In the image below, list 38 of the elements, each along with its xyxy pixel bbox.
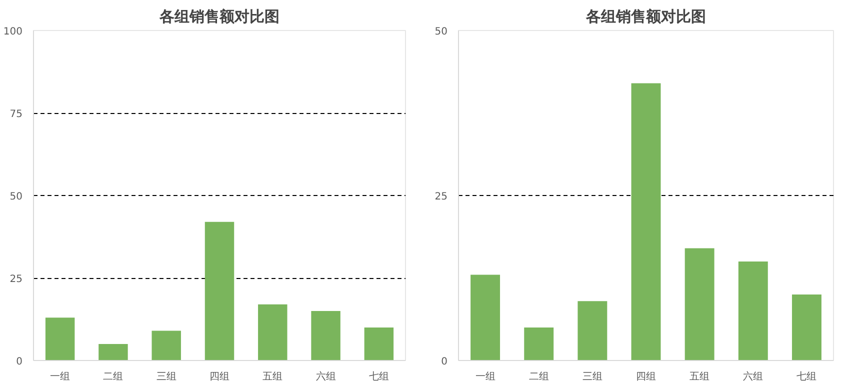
x-tick-label: 二组 bbox=[103, 370, 124, 382]
x-tick-label: 一组 bbox=[475, 370, 496, 382]
bar bbox=[470, 274, 500, 360]
x-tick-label: 五组 bbox=[690, 370, 710, 382]
y-tick-label: 25 bbox=[10, 274, 23, 285]
bar bbox=[152, 330, 181, 360]
bar bbox=[364, 328, 394, 360]
bar bbox=[524, 328, 554, 360]
y-tick-label: 100 bbox=[3, 26, 23, 38]
x-tick-label: 五组 bbox=[262, 370, 283, 382]
bar bbox=[631, 83, 661, 360]
bar bbox=[738, 262, 768, 360]
bar bbox=[578, 301, 608, 360]
x-tick-label: 三组 bbox=[156, 370, 176, 382]
bar bbox=[258, 304, 288, 360]
bar bbox=[98, 344, 128, 360]
bar bbox=[45, 318, 75, 360]
bar bbox=[684, 248, 714, 360]
chart-title: 各组销售额对比图 bbox=[158, 8, 280, 26]
x-tick-label: 二组 bbox=[528, 370, 549, 382]
x-tick-label: 七组 bbox=[796, 370, 817, 382]
x-tick-label: 六组 bbox=[743, 370, 764, 382]
x-tick-label: 四组 bbox=[636, 370, 656, 382]
bar bbox=[311, 311, 340, 360]
y-tick-label: 75 bbox=[10, 109, 23, 120]
chart-title: 各组销售额对比图 bbox=[585, 8, 706, 26]
y-tick-label: 0 bbox=[441, 356, 448, 368]
y-tick-label: 0 bbox=[16, 356, 23, 368]
x-tick-label: 七组 bbox=[368, 370, 389, 382]
x-tick-label: 四组 bbox=[210, 370, 230, 382]
y-tick-label: 50 bbox=[434, 26, 448, 38]
x-tick-label: 六组 bbox=[316, 370, 336, 382]
bar bbox=[792, 294, 822, 360]
x-tick-label: 三组 bbox=[582, 370, 602, 382]
bar bbox=[204, 222, 234, 360]
y-tick-label: 50 bbox=[10, 192, 23, 202]
x-tick-label: 一组 bbox=[50, 370, 70, 382]
y-tick-label: 25 bbox=[434, 192, 448, 202]
